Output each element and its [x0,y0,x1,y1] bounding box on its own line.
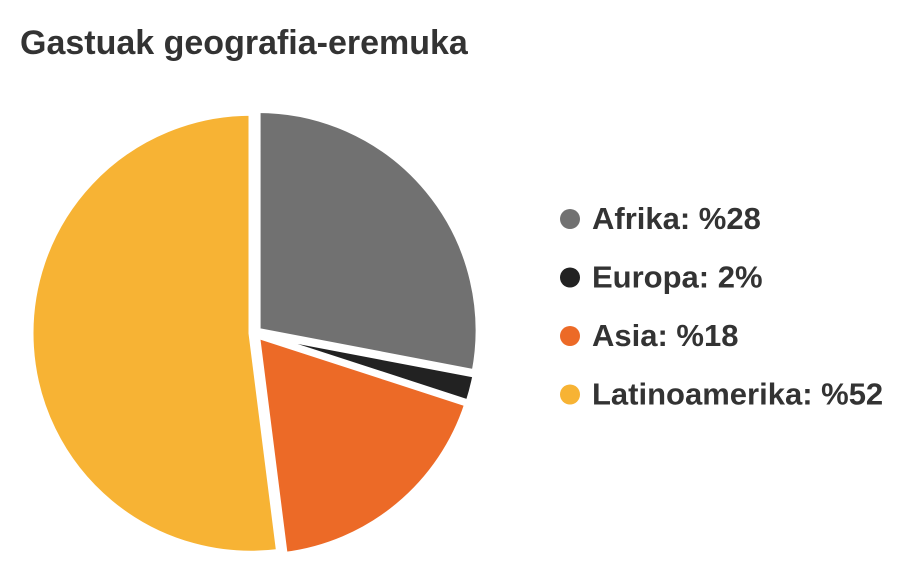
legend-marker [560,326,580,346]
legend-marker [560,384,580,405]
pie-slice [255,107,481,375]
legend-marker [560,209,580,229]
pie-slice [254,332,470,558]
legend-label: Afrika: %28 [592,201,761,236]
legend-label: Europa: 2% [592,260,763,295]
pie-slice [28,110,282,556]
legend-label: Asia: %18 [592,318,738,353]
chart-title: Gastuak geografia-eremuka [20,24,469,62]
legend-marker [560,267,580,288]
legend-label: Latinoamerika: %52 [592,377,883,412]
